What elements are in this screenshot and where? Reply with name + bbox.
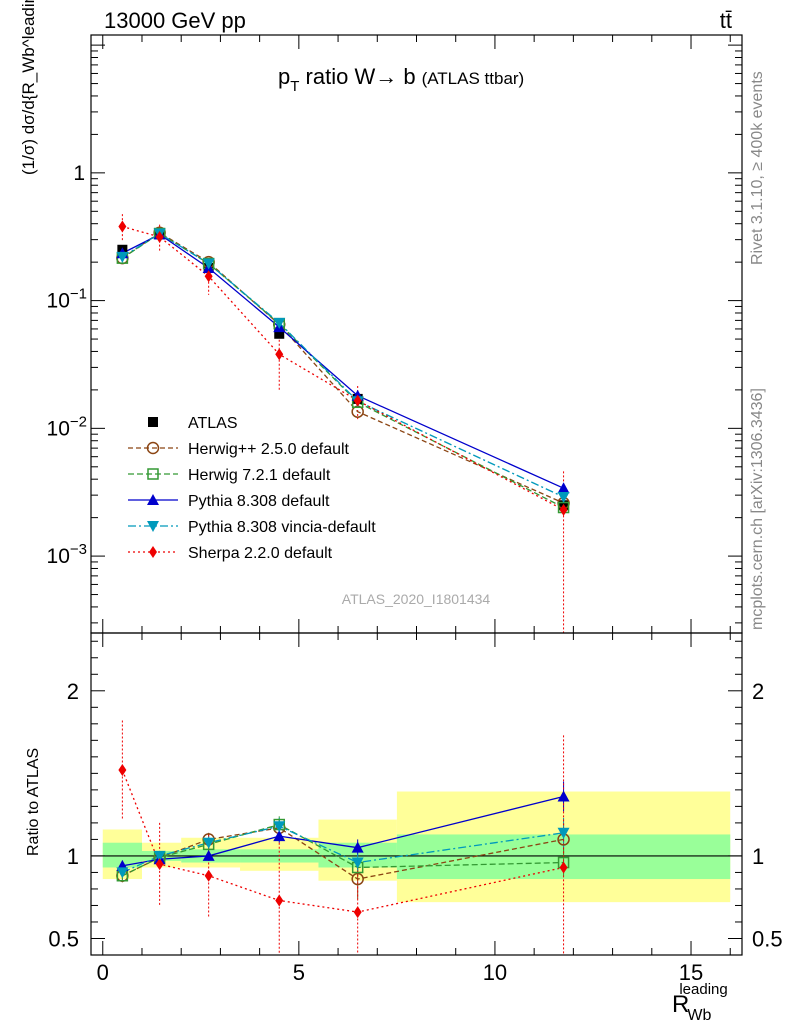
legend-label-pythia: Pythia 8.308 default [188, 493, 330, 510]
main-point-pythia [557, 482, 570, 494]
ratio-point-sherpa [275, 894, 284, 907]
ratio-y-tick-label-right: 1 [752, 844, 764, 869]
energy-label: 13000 GeV pp [104, 8, 246, 33]
watermark-label: ATLAS_2020_I1801434 [342, 591, 491, 607]
legend-label-sherpa: Sherpa 2.2.0 default [188, 545, 333, 562]
x-tick-label: 5 [293, 960, 305, 985]
ratio-point-sherpa [559, 861, 568, 874]
main-y-tick-label: 1 [73, 162, 85, 185]
ratio-series-line-sherpa [121, 769, 564, 913]
ratio-point-vincia [273, 821, 286, 833]
main-series-line-vincia [122, 232, 564, 498]
legend-marker-vincia [147, 521, 159, 532]
ratio-point-vincia [351, 857, 364, 869]
x-axis-label: RWbleading [672, 981, 728, 1024]
x-tick-label: 10 [483, 960, 507, 985]
ratio-point-herwigpp [351, 872, 364, 886]
ratio-series-line-vincia [122, 825, 564, 874]
main-point-vincia [557, 492, 570, 504]
ratio-series-line-herwig7 [122, 823, 564, 877]
x-tick-label: 0 [97, 960, 109, 985]
main-point-sherpa [204, 270, 213, 283]
main-point-vincia [202, 258, 215, 270]
main-point-vincia [273, 317, 286, 329]
ratio-y-tick-label: 2 [67, 679, 79, 704]
ratio-series-line-pythia [122, 795, 564, 867]
ratio-y-tick-label: 0.5 [48, 926, 79, 951]
ratio-y-tick-label: 1 [67, 844, 79, 869]
ratio-point-pythia [202, 849, 215, 861]
main-y-tick-label: 10−2 [47, 413, 87, 440]
main-y-axis-label: (1/σ) dσ/d{R_Wb^leading} [19, 0, 38, 175]
x-tick-label: 15 [679, 960, 703, 985]
ratio-point-sherpa [204, 869, 213, 882]
ratio-point-pythia [557, 790, 570, 802]
rivet-label: Rivet 3.1.10, ≥ 400k events [749, 71, 766, 265]
main-point-sherpa [559, 503, 568, 516]
ratio-point-sherpa [353, 906, 362, 919]
process-label: tt̄ [720, 8, 732, 33]
mcplots-label: mcplots.cern.ch [arXiv:1306.3436] [749, 388, 766, 630]
ratio-y-tick-label-right: 0.5 [752, 926, 783, 951]
ratio-point-sherpa [118, 764, 127, 777]
main-point-sherpa [155, 230, 164, 243]
ratio-point-pythia [351, 841, 364, 853]
ratio-point-pythia [273, 830, 286, 842]
main-point-sherpa [353, 394, 362, 407]
main-point-vincia [116, 251, 129, 263]
legend-label-data: ATLAS [188, 415, 238, 432]
main-y-tick-label: 10−1 [47, 286, 87, 313]
ratio-y-axis-label: Ratio to ATLAS [25, 748, 42, 856]
main-series-line-sherpa [122, 225, 564, 511]
ratio-point-vincia [202, 837, 215, 849]
main-point-data [274, 328, 285, 339]
legend-marker-pythia [147, 494, 159, 505]
main-point-sherpa [118, 220, 127, 233]
ratio-point-sherpa [155, 858, 164, 871]
legend-label-vincia: Pythia 8.308 vincia-default [188, 519, 376, 536]
legend-label-herwigpp: Herwig++ 2.5.0 default [188, 441, 350, 458]
legend-marker-data [148, 417, 158, 427]
ratio-point-vincia [557, 827, 570, 839]
ratio-point-vincia [116, 867, 129, 879]
main-point-sherpa [275, 348, 284, 361]
legend-marker-sherpa [149, 546, 157, 558]
main-y-tick-label: 10−3 [47, 541, 87, 568]
plot-title: pT ratio W→ b (ATLAS ttbar) [278, 64, 524, 95]
legend-marker-herwigpp [146, 441, 160, 455]
ratio-y-tick-label-right: 2 [752, 679, 764, 704]
legend-label-herwig7: Herwig 7.2.1 default [188, 467, 331, 484]
ratio-point-vincia [153, 850, 166, 862]
legend-marker-herwig7 [147, 468, 159, 480]
